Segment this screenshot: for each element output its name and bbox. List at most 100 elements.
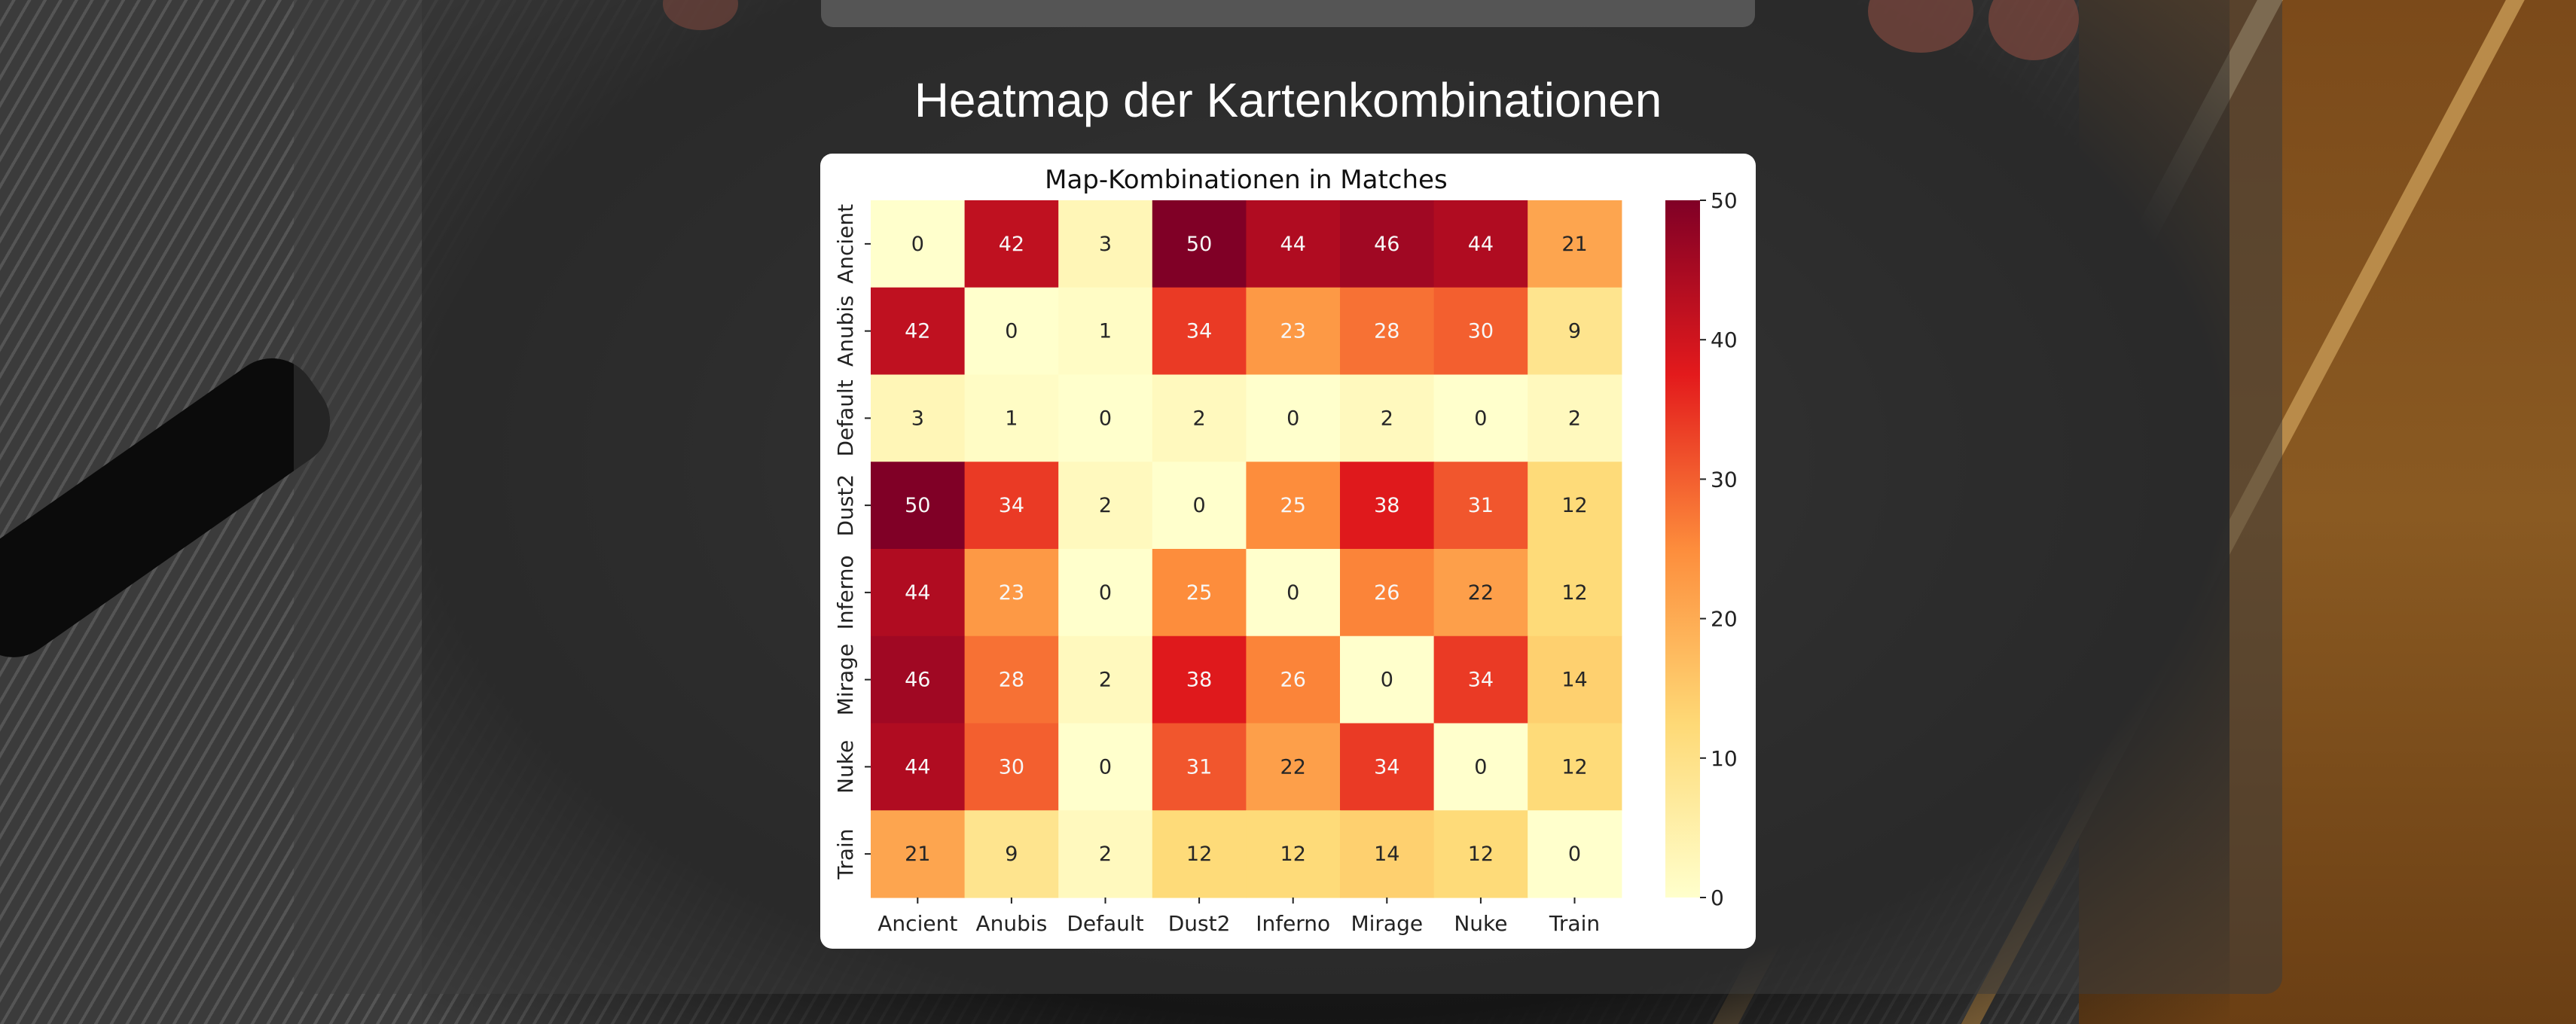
- cell-value-label: 44: [1280, 233, 1306, 256]
- cell-value-label: 31: [1186, 755, 1212, 779]
- x-tick-label: Ancient: [877, 911, 957, 936]
- page-title: Heatmap der Kartenkombinationen: [914, 73, 1662, 127]
- heatmap-cell: [1528, 549, 1622, 637]
- heatmap-cell: [1152, 635, 1247, 724]
- heatmap-cell: [871, 635, 966, 724]
- cell-value-label: 0: [1099, 581, 1112, 605]
- cell-value-label: 38: [1374, 494, 1399, 517]
- cell-value-label: 0: [1286, 581, 1299, 605]
- heatmap-cell: [1340, 200, 1435, 288]
- cell-value-label: 42: [999, 233, 1024, 256]
- x-tick-label: Inferno: [1256, 911, 1330, 936]
- cell-value-label: 3: [1099, 233, 1112, 256]
- cell-value-label: 12: [1561, 494, 1587, 517]
- cell-value-label: 2: [1099, 494, 1112, 517]
- cell-value-label: 42: [905, 320, 930, 343]
- y-tick-label: Mirage: [833, 644, 858, 716]
- cell-value-label: 28: [1374, 320, 1399, 343]
- cell-value-label: 50: [905, 494, 930, 517]
- x-tick-label: Default: [1067, 911, 1143, 936]
- cell-value-label: 12: [1280, 843, 1306, 866]
- heatmap-cell: [1058, 200, 1153, 288]
- cell-value-label: 0: [1099, 755, 1112, 779]
- cell-value-label: 9: [1005, 843, 1018, 866]
- heatmap-chart: Map-Kombinationen in Matches 0 42 3 50 44 46 4…: [833, 165, 1738, 936]
- x-tick-label: Dust2: [1168, 911, 1231, 936]
- cell-value-label: 0: [1474, 755, 1487, 779]
- heatmap-cell: [964, 549, 1059, 637]
- cell-value-label: 21: [1561, 233, 1587, 256]
- heatmap-cell: [1246, 635, 1341, 724]
- cell-value-label: 38: [1186, 669, 1212, 692]
- y-tick-label: Nuke: [833, 740, 858, 794]
- heatmap-cell: [1246, 287, 1341, 376]
- colorbar-tick-label: 30: [1711, 467, 1738, 492]
- heatmap-cell: [1152, 549, 1247, 637]
- heatmap-cell: [1340, 635, 1435, 724]
- heatmap-cell: [1058, 723, 1153, 811]
- cell-value-label: 12: [1186, 843, 1212, 866]
- heatmap-cell: [1340, 723, 1435, 811]
- heatmap-cell: [1433, 374, 1528, 462]
- heatmap-cell: [1246, 723, 1341, 811]
- y-tick-label: Train: [833, 829, 858, 880]
- y-tick-label: Inferno: [833, 555, 858, 629]
- colorbar-gradient: [1665, 200, 1700, 898]
- x-tick-label: Nuke: [1454, 911, 1507, 936]
- heatmap-cell: [1528, 287, 1622, 376]
- heatmap-cell: [1433, 200, 1528, 288]
- cell-value-label: 0: [1005, 320, 1018, 343]
- cell-value-label: 2: [1099, 669, 1112, 692]
- cell-value-label: 1: [1005, 407, 1018, 430]
- cell-value-label: 34: [1468, 669, 1494, 692]
- x-tick-label: Anubis: [976, 911, 1048, 936]
- heatmap-cell: [964, 287, 1059, 376]
- colorbar-tick-label: 50: [1711, 188, 1738, 213]
- y-tick-label: Dust2: [833, 474, 858, 537]
- heatmap-cell: [1528, 462, 1622, 550]
- cell-value-label: 0: [1474, 407, 1487, 430]
- heatmap-cell: [964, 810, 1059, 898]
- cell-value-label: 46: [1374, 233, 1399, 256]
- cell-value-label: 25: [1280, 494, 1306, 517]
- cell-value-label: 9: [1568, 320, 1581, 343]
- heatmap-card: Map-Kombinationen in Matches 0 42 3 50 44 46 4…: [820, 154, 1756, 949]
- heatmap-cell: [1340, 374, 1435, 462]
- colorbar-tick-label: 10: [1711, 746, 1738, 771]
- cell-value-label: 2: [1193, 407, 1206, 430]
- cell-value-label: 12: [1561, 581, 1587, 605]
- heatmap-cell: [1433, 723, 1528, 811]
- cell-value-label: 34: [999, 494, 1024, 517]
- heatmap-cell: [871, 200, 966, 288]
- cell-value-label: 2: [1381, 407, 1393, 430]
- heatmap-cell: [1433, 810, 1528, 898]
- heatmap-cell: [1058, 462, 1153, 550]
- cell-value-label: 26: [1374, 581, 1399, 605]
- y-tick-label: Ancient: [833, 204, 858, 284]
- cell-value-label: 12: [1561, 755, 1587, 779]
- x-tick-label: Train: [1549, 911, 1600, 936]
- heatmap-cell: [1433, 549, 1528, 637]
- cell-value-label: 1: [1099, 320, 1112, 343]
- x-axis-ticks: Ancient Anubis Default Dust2 Inferno Mirage Nu…: [877, 898, 1600, 936]
- heatmap-cell: [1433, 462, 1528, 550]
- heatmap-cell: [1528, 374, 1622, 462]
- colorbar: 0 10 20 30 40 50: [1665, 188, 1738, 910]
- cell-value-label: 22: [1468, 581, 1494, 605]
- heatmap-cell: [871, 810, 966, 898]
- cell-value-label: 34: [1186, 320, 1212, 343]
- cell-value-label: 2: [1099, 843, 1112, 866]
- heatmap-cell: [1246, 810, 1341, 898]
- heatmap-cell: [1340, 549, 1435, 637]
- x-tick-label: Mirage: [1351, 911, 1423, 936]
- cell-value-label: 28: [999, 669, 1024, 692]
- heatmap-cell: [1340, 462, 1435, 550]
- heatmap-cell: [964, 374, 1059, 462]
- y-tick-label: Default: [833, 379, 858, 456]
- cell-value-label: 12: [1468, 843, 1494, 866]
- heatmap-cell: [1152, 810, 1247, 898]
- heatmap-cell: [1246, 374, 1341, 462]
- heatmap-cell: [1433, 635, 1528, 724]
- heatmap-cell: [1152, 374, 1247, 462]
